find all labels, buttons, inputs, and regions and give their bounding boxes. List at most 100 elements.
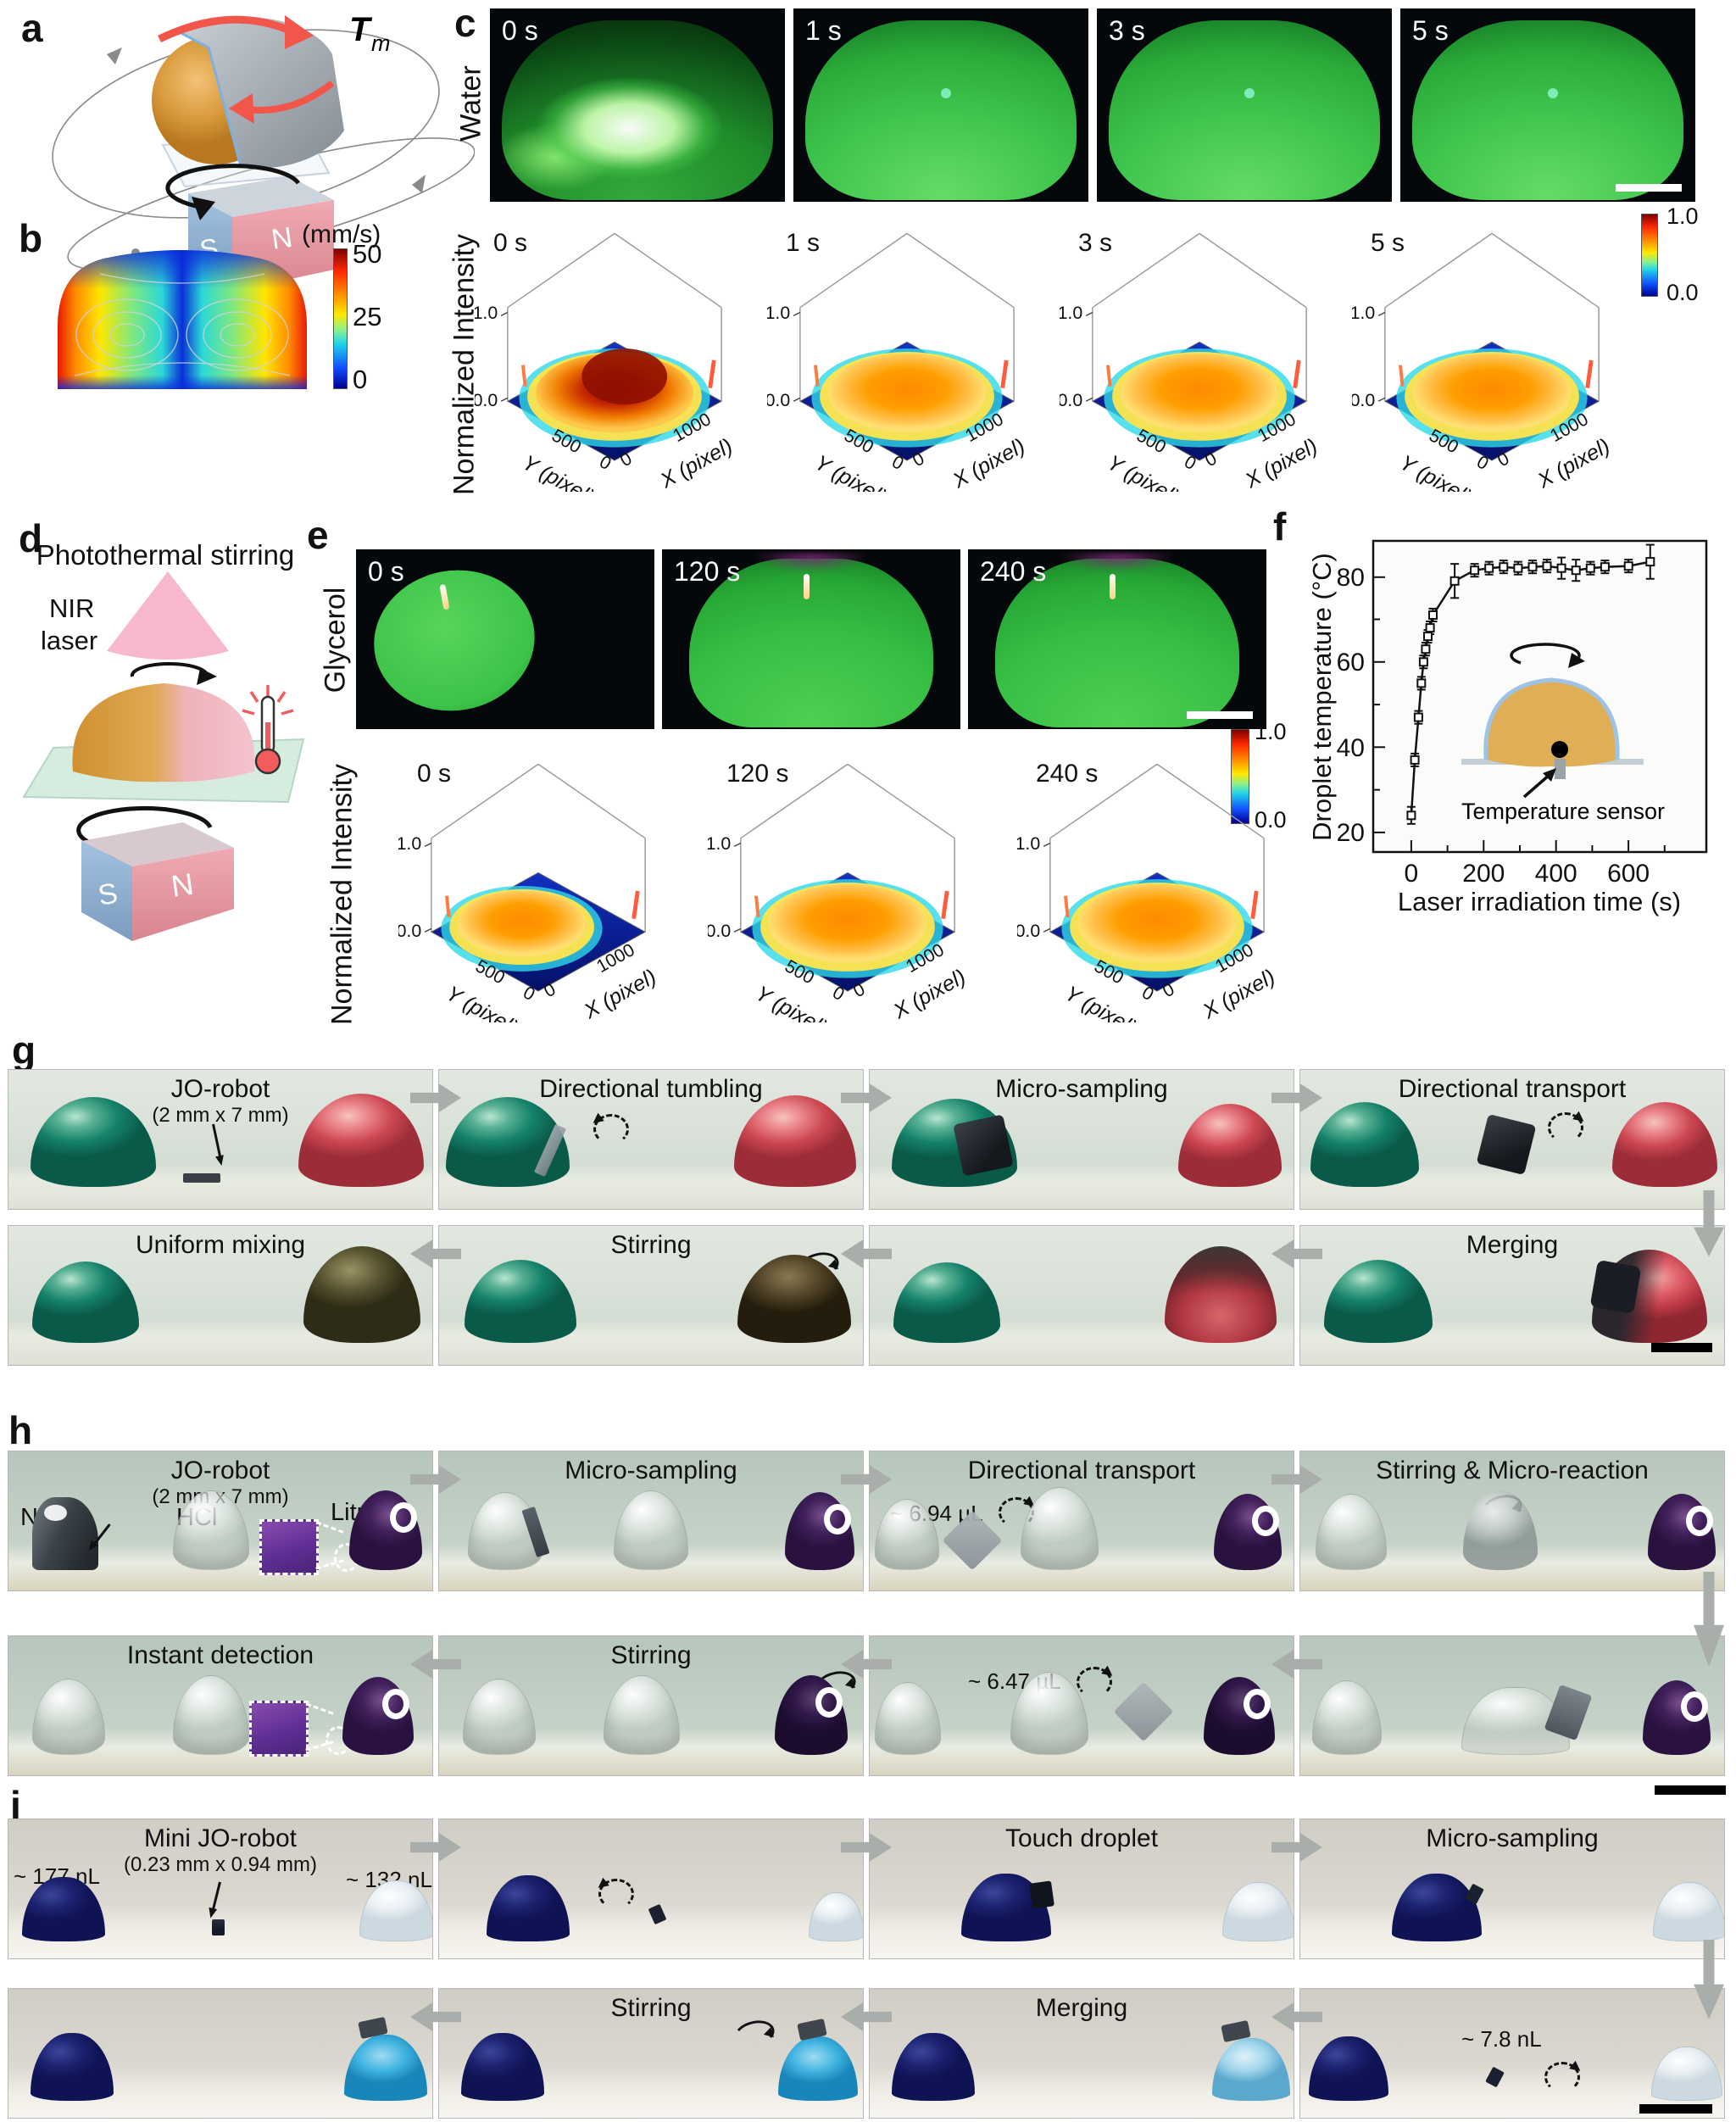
svg-text:0.0: 0.0 [398, 921, 421, 941]
sensor-stem [1555, 759, 1566, 779]
svg-text:0: 0 [1181, 451, 1199, 474]
panel-label-d: d [19, 516, 43, 560]
svg-text:0: 0 [909, 448, 927, 471]
time-label: 120 s [726, 760, 789, 788]
droplet-fluorescence [501, 19, 774, 200]
droplet-cyan [344, 2035, 427, 2101]
svg-text:1.0: 1.0 [767, 303, 790, 323]
x-tick: 600 [1607, 860, 1650, 888]
droplet-clear [1316, 1494, 1387, 1570]
rotation-arrowhead-red-icon [229, 93, 254, 124]
fluorescence-photo: 0 s [490, 8, 785, 202]
fluorescence-photo: 5 s [1400, 8, 1695, 202]
svg-text:Y (pixel): Y (pixel) [1395, 451, 1475, 492]
surface-plot-wrap: 1.0 0.0 500 0 0 1000 Y (pixel) X (pixel)… [1350, 215, 1632, 510]
intensity-blob [1077, 884, 1237, 964]
fluorescence-photo: 1 s [793, 8, 1088, 202]
x-axis-label: Laser irradiation time (s) [1398, 887, 1681, 916]
fluorescence-photo: 120 s [662, 549, 960, 729]
svg-text:X (pixel): X (pixel) [1533, 434, 1614, 492]
h-photo-frame: Micro-sampling [439, 1451, 863, 1590]
stirred-droplet [72, 683, 255, 783]
streamlines [74, 273, 291, 376]
torque-label: T [349, 11, 373, 48]
rotation-arrowhead-red-icon [285, 15, 314, 49]
stir-arrowhead-icon [1568, 653, 1585, 668]
h-photo-frame: ~ 6.47 µL [870, 1636, 1294, 1775]
g-photo-frame: JO-robot (2 mm x 7 mm) [8, 1070, 432, 1209]
g-photo-frame [870, 1226, 1294, 1365]
svg-text:1.0: 1.0 [708, 833, 731, 854]
droplet-clear [173, 1675, 249, 1755]
droplet-navy [1392, 1874, 1482, 1941]
pointer-arrow-icon [212, 1123, 223, 1161]
magnet-n-label: N [270, 221, 295, 256]
photo-title: Micro-sampling [1426, 1824, 1599, 1852]
magnet-rotation-arrowhead-icon [192, 197, 215, 220]
photo-title: Touch droplet [1004, 1824, 1159, 1852]
droplet-fluorescence [688, 558, 934, 727]
droplet-clear [875, 1682, 941, 1755]
surface-plot-wrap: 1.0 0.0 500 0 0 1000 Y (pixel) X (pixel)… [706, 746, 988, 1040]
time-label: 120 s [674, 556, 741, 587]
annotation-arrow [1522, 772, 1552, 799]
droplet-shell [1165, 1246, 1277, 1343]
photo-title: Merging [1035, 1994, 1128, 2022]
droplet-purpledark [1204, 1677, 1275, 1755]
time-label: 0 s [502, 15, 538, 46]
surface-plot: 1.0 0.0 500 0 0 1000 Y (pixel) X (pixel) [397, 763, 660, 1040]
g-photo-frame: Stirring [439, 1226, 863, 1365]
x-tick: 400 [1535, 860, 1577, 888]
droplet-green [32, 1262, 139, 1343]
surface-plot: 1.0 0.0 500 0 0 1000 Y (pixel) X (pixel) [1015, 763, 1279, 1040]
pointer-arrow-icon [210, 1881, 221, 1914]
i-photo-frame: Mini JO-robot (0.23 mm x 0.94 mm) ~ 177 nL… [8, 1819, 432, 1958]
y-tick: 60 [1337, 649, 1365, 677]
svg-text:X (pixel): X (pixel) [1199, 965, 1279, 1022]
photo-title: Micro-sampling [565, 1456, 737, 1484]
rotation-arrow-red-icon [158, 15, 292, 43]
inset-droplet [1485, 680, 1618, 767]
scale-bar [1655, 1785, 1726, 1795]
photo-title: Merging [1466, 1231, 1559, 1259]
svg-text:1.0: 1.0 [1017, 833, 1040, 854]
panel-label-c: c [454, 1, 476, 45]
droplet-olive [303, 1246, 420, 1343]
svg-text:Y (pixel): Y (pixel) [1060, 982, 1140, 1022]
panel-label-a: a [21, 6, 43, 50]
laser-cone-icon [107, 571, 229, 660]
jo-robot [1113, 1681, 1174, 1742]
y-tick: 20 [1337, 819, 1365, 847]
jo-robot [1476, 1113, 1537, 1176]
scale-bar [1616, 184, 1682, 192]
droplet-purple [1214, 1494, 1282, 1570]
surface-plot-wrap: 1.0 0.0 500 0 0 1000 Y (pixel) X (pixel)… [1015, 746, 1297, 1040]
droplet-red [734, 1095, 856, 1187]
svg-text:1.0: 1.0 [475, 303, 498, 323]
svg-text:0: 0 [1473, 451, 1492, 474]
nir-laser-label-line2: laser [41, 626, 98, 655]
x-tick: 200 [1462, 860, 1505, 888]
droplet-red [1178, 1104, 1282, 1187]
litmus-inset [249, 1701, 309, 1757]
dashed-rotation-icon [1544, 2062, 1580, 2092]
droplet-darkwrap [32, 1497, 98, 1570]
sensor-dot [1551, 741, 1568, 758]
temperature-series [1406, 543, 1655, 825]
inset-droplet-rim [1483, 677, 1620, 760]
intensity-colorbar [1231, 729, 1249, 824]
y-axis-label: Droplet temperature (°C) [1312, 553, 1337, 841]
g-photo-frame: Uniform mixing [8, 1226, 432, 1365]
svg-text:1.0: 1.0 [1352, 303, 1375, 323]
droplet-red [1612, 1102, 1717, 1187]
time-label: 1 s [805, 15, 842, 46]
svg-text:0: 0 [1494, 448, 1512, 471]
droplet-green [1310, 1102, 1419, 1187]
g-photo-frame: Micro-sampling [870, 1070, 1294, 1209]
ylabel-normalized-intensity: Normalized Intensity [326, 763, 359, 1026]
droplet-pale [1653, 1882, 1724, 1941]
i-photo-frame [439, 1819, 863, 1958]
magnet-rotation-arrow-icon [165, 164, 301, 209]
time-label: 3 s [1109, 15, 1145, 46]
colorbar-tick: 0 [353, 365, 368, 394]
